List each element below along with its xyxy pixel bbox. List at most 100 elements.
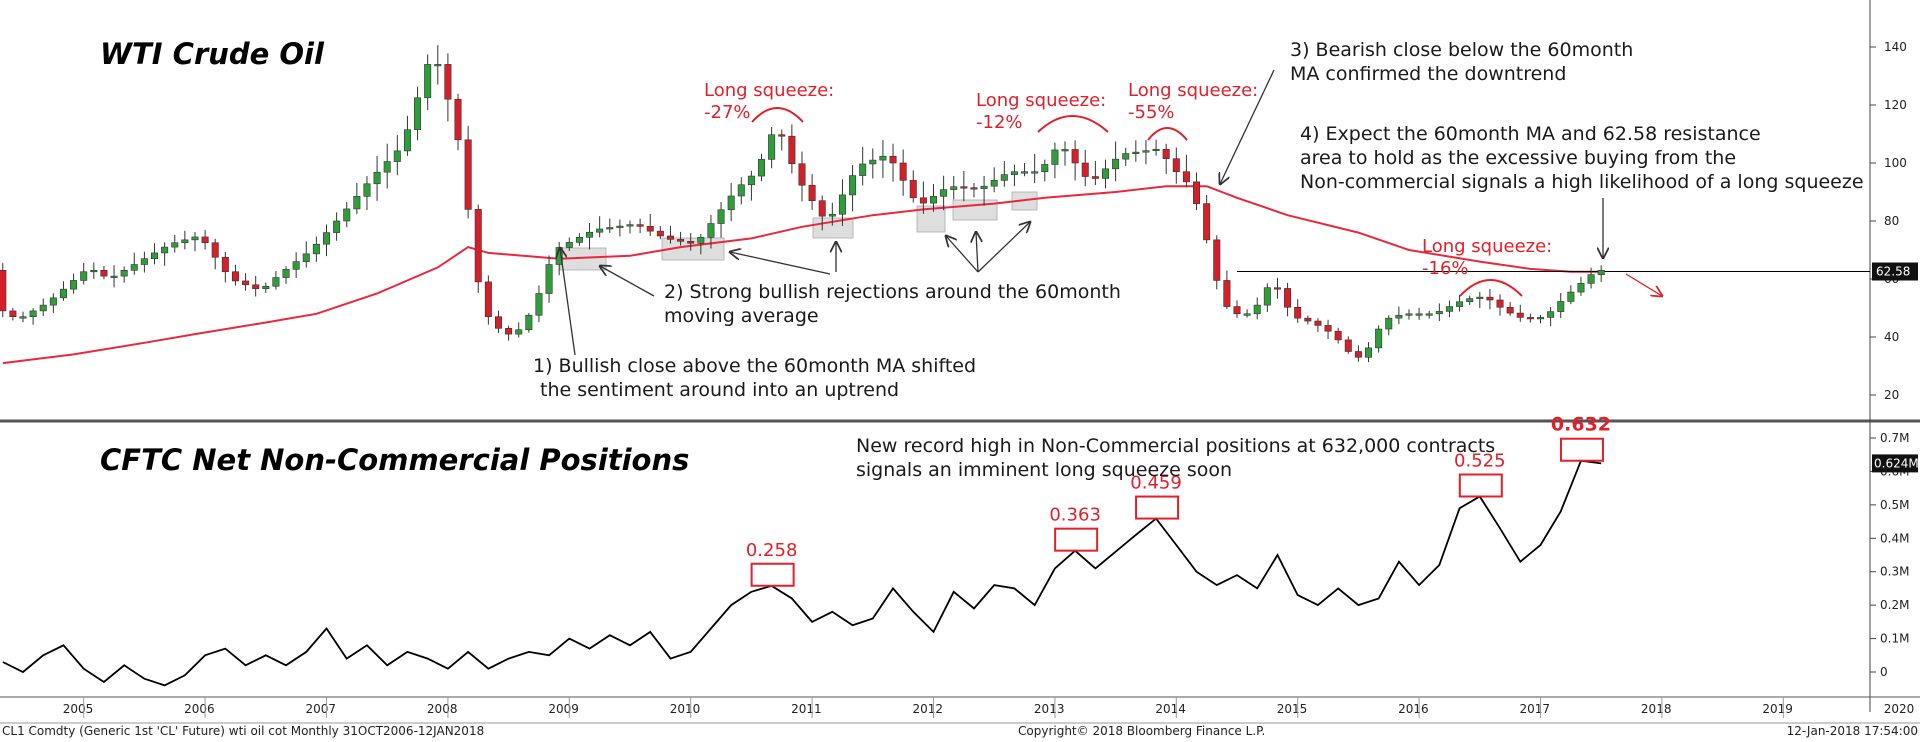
candle-body (1081, 162, 1089, 177)
candle-body (808, 184, 816, 202)
candle-body (818, 200, 826, 217)
candle-body (1567, 291, 1575, 302)
candle-body (201, 236, 209, 244)
candle-body (70, 280, 78, 290)
price-y-tick-label: 100 (1884, 156, 1907, 170)
cftc-y-tick-label: 0.4M (1880, 531, 1909, 545)
candle-body (697, 237, 705, 244)
candle-body (565, 242, 573, 248)
candle-body (828, 213, 836, 217)
candle-body (788, 135, 796, 165)
candle-body (0, 269, 7, 312)
candle-body (1324, 325, 1332, 332)
candle-body (899, 162, 907, 181)
annotation-4-line-1: 4) Expect the 60month MA and 62.58 resis… (1300, 123, 1761, 145)
candle-body (656, 230, 664, 237)
squeeze-4-pct: -16% (1422, 258, 1469, 279)
candle-body (1385, 317, 1393, 330)
peak-label: 0.459 (1130, 473, 1182, 494)
candle-body (1537, 317, 1545, 320)
peak-box (1458, 473, 1503, 498)
candle-body (1253, 304, 1261, 315)
candle-body (1172, 158, 1180, 172)
candle-body (242, 280, 250, 286)
candle-body (130, 264, 138, 271)
candle-body (606, 227, 614, 230)
candle-body (1101, 168, 1109, 179)
candle-body (1051, 149, 1059, 165)
candle-body (525, 314, 533, 331)
candle-body (1061, 149, 1069, 152)
candle-body (1122, 153, 1130, 160)
last-cftc-tag-label: 0.624M (1874, 456, 1919, 470)
candle-body (1425, 313, 1433, 316)
candle-body (434, 64, 442, 67)
candle-body (980, 185, 988, 189)
candle-body (110, 275, 118, 278)
candle-body (626, 224, 634, 227)
annotation-4-line-3: Non-commercial signals a high likelihood… (1300, 171, 1864, 193)
candle-body (19, 316, 27, 319)
candle-body (494, 316, 502, 329)
candle-body (1152, 148, 1160, 152)
peak-box (1135, 495, 1180, 520)
candle-body (1587, 274, 1595, 284)
candle-body (1273, 287, 1281, 290)
candle-body (403, 129, 411, 152)
x-year-label: 2006 (184, 702, 215, 716)
ma-line (2, 185, 1602, 365)
candle-body (59, 288, 67, 299)
candle-body (990, 180, 998, 187)
candle-body (1000, 174, 1008, 181)
cftc-annotation-line-2: signals an imminent long squeeze soon (856, 459, 1232, 481)
candle-body (778, 134, 786, 137)
cftc-y-tick-label: 0.1M (1880, 632, 1909, 646)
candle-body (1597, 269, 1605, 275)
candle-body (1132, 151, 1140, 154)
candle-body (221, 256, 229, 273)
candle-body (49, 297, 57, 306)
last-price-tag-label: 62.58 (1876, 265, 1910, 279)
candle-body (575, 237, 583, 243)
candle-body (1344, 339, 1352, 352)
candle-body (940, 189, 948, 197)
candle-body (636, 224, 644, 227)
candle-body (1091, 176, 1099, 179)
candle-body (929, 196, 937, 204)
price-y-tick-label: 20 (1884, 388, 1899, 402)
candle-body (171, 242, 179, 248)
squeeze-arc-1 (751, 107, 804, 123)
squeeze-3-pct: -55% (1128, 102, 1175, 123)
candle-body (231, 271, 239, 282)
candle-body (1223, 280, 1231, 307)
candles-layer (0, 45, 1605, 363)
candle-body (353, 196, 361, 210)
squeeze-3-title: Long squeeze: (1128, 80, 1258, 101)
peak-box (1559, 437, 1604, 462)
x-year-label: 2014 (1155, 702, 1186, 716)
candle-body (707, 223, 715, 238)
peak-label: 0.632 (1551, 414, 1611, 436)
candle-body (889, 155, 897, 164)
arrow-ann2-e (976, 232, 978, 273)
squeeze-arcs (751, 107, 1523, 297)
x-year-label: 2007 (306, 702, 337, 716)
candle-body (1466, 298, 1474, 303)
candle-body (545, 264, 553, 294)
candle-body (1010, 171, 1018, 175)
peak-box (750, 562, 795, 587)
x-year-label: 2009 (548, 702, 579, 716)
candle-body (1506, 306, 1514, 314)
candle-body (1496, 299, 1504, 308)
candle-body (1354, 351, 1362, 358)
cftc-line-layer: 0.258 0.363 0.459 0.525 0.632 (2, 414, 1611, 687)
peak-label: 0.258 (746, 540, 798, 561)
candle-body (1182, 171, 1190, 183)
cftc-y-tick-label: 0.7M (1880, 431, 1909, 445)
candle-body (292, 261, 300, 270)
squeeze-1-title: Long squeeze: (704, 80, 834, 101)
candle-body (1375, 328, 1383, 349)
candle-body (1526, 317, 1534, 320)
